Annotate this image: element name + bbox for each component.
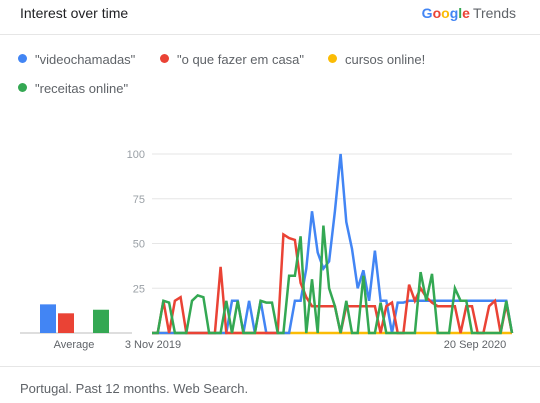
- legend-dot: [18, 54, 27, 63]
- chart-footer: Portugal. Past 12 months. Web Search.: [0, 366, 540, 403]
- average-bar[interactable]: [58, 313, 74, 333]
- legend-item-cursos-online[interactable]: cursos online!: [328, 52, 425, 67]
- legend-item-o-que-fazer-em-casa[interactable]: "o que fazer em casa": [160, 52, 304, 67]
- series-lines: [152, 153, 514, 335]
- y-tick-label: 50: [133, 239, 145, 251]
- average-bar[interactable]: [93, 309, 109, 333]
- chart-header: Interest over time Google Trends: [0, 0, 540, 35]
- average-bars: [40, 304, 109, 333]
- legend-label: "o que fazer em casa": [177, 52, 305, 67]
- legend-dot: [160, 54, 169, 63]
- legend-label: "receitas online": [35, 81, 129, 96]
- interest-over-time-chart: 25 50 75 100 Average 3 Nov 2019 20 Sep 2020: [20, 149, 514, 351]
- y-tick-label: 25: [133, 283, 145, 295]
- x-tick-label: 20 Sep 2020: [444, 339, 506, 351]
- average-bar[interactable]: [40, 304, 56, 333]
- series-line[interactable]: [152, 225, 514, 335]
- x-tick-label: 3 Nov 2019: [125, 339, 181, 351]
- legend-item-videochamadas[interactable]: "videochamadas": [18, 52, 135, 67]
- legend-dot: [18, 83, 27, 92]
- axis-labels: 25 50 75 100 Average 3 Nov 2019 20 Sep 2020: [54, 149, 507, 351]
- legend-item-receitas-online[interactable]: "receitas online": [18, 81, 128, 96]
- google-trends-logo: Google Trends: [422, 5, 516, 21]
- trends-wordmark: Trends: [472, 5, 516, 21]
- legend-label: "videochamadas": [35, 52, 136, 67]
- chart-title: Interest over time: [20, 5, 129, 21]
- google-wordmark: Google: [421, 5, 470, 21]
- footer-caption: Portugal. Past 12 months. Web Search.: [20, 381, 249, 396]
- average-label: Average: [54, 339, 95, 351]
- y-tick-label: 75: [133, 194, 145, 206]
- legend-dot: [328, 54, 337, 63]
- y-tick-label: 100: [127, 149, 145, 161]
- legend-label: cursos online!: [345, 52, 426, 67]
